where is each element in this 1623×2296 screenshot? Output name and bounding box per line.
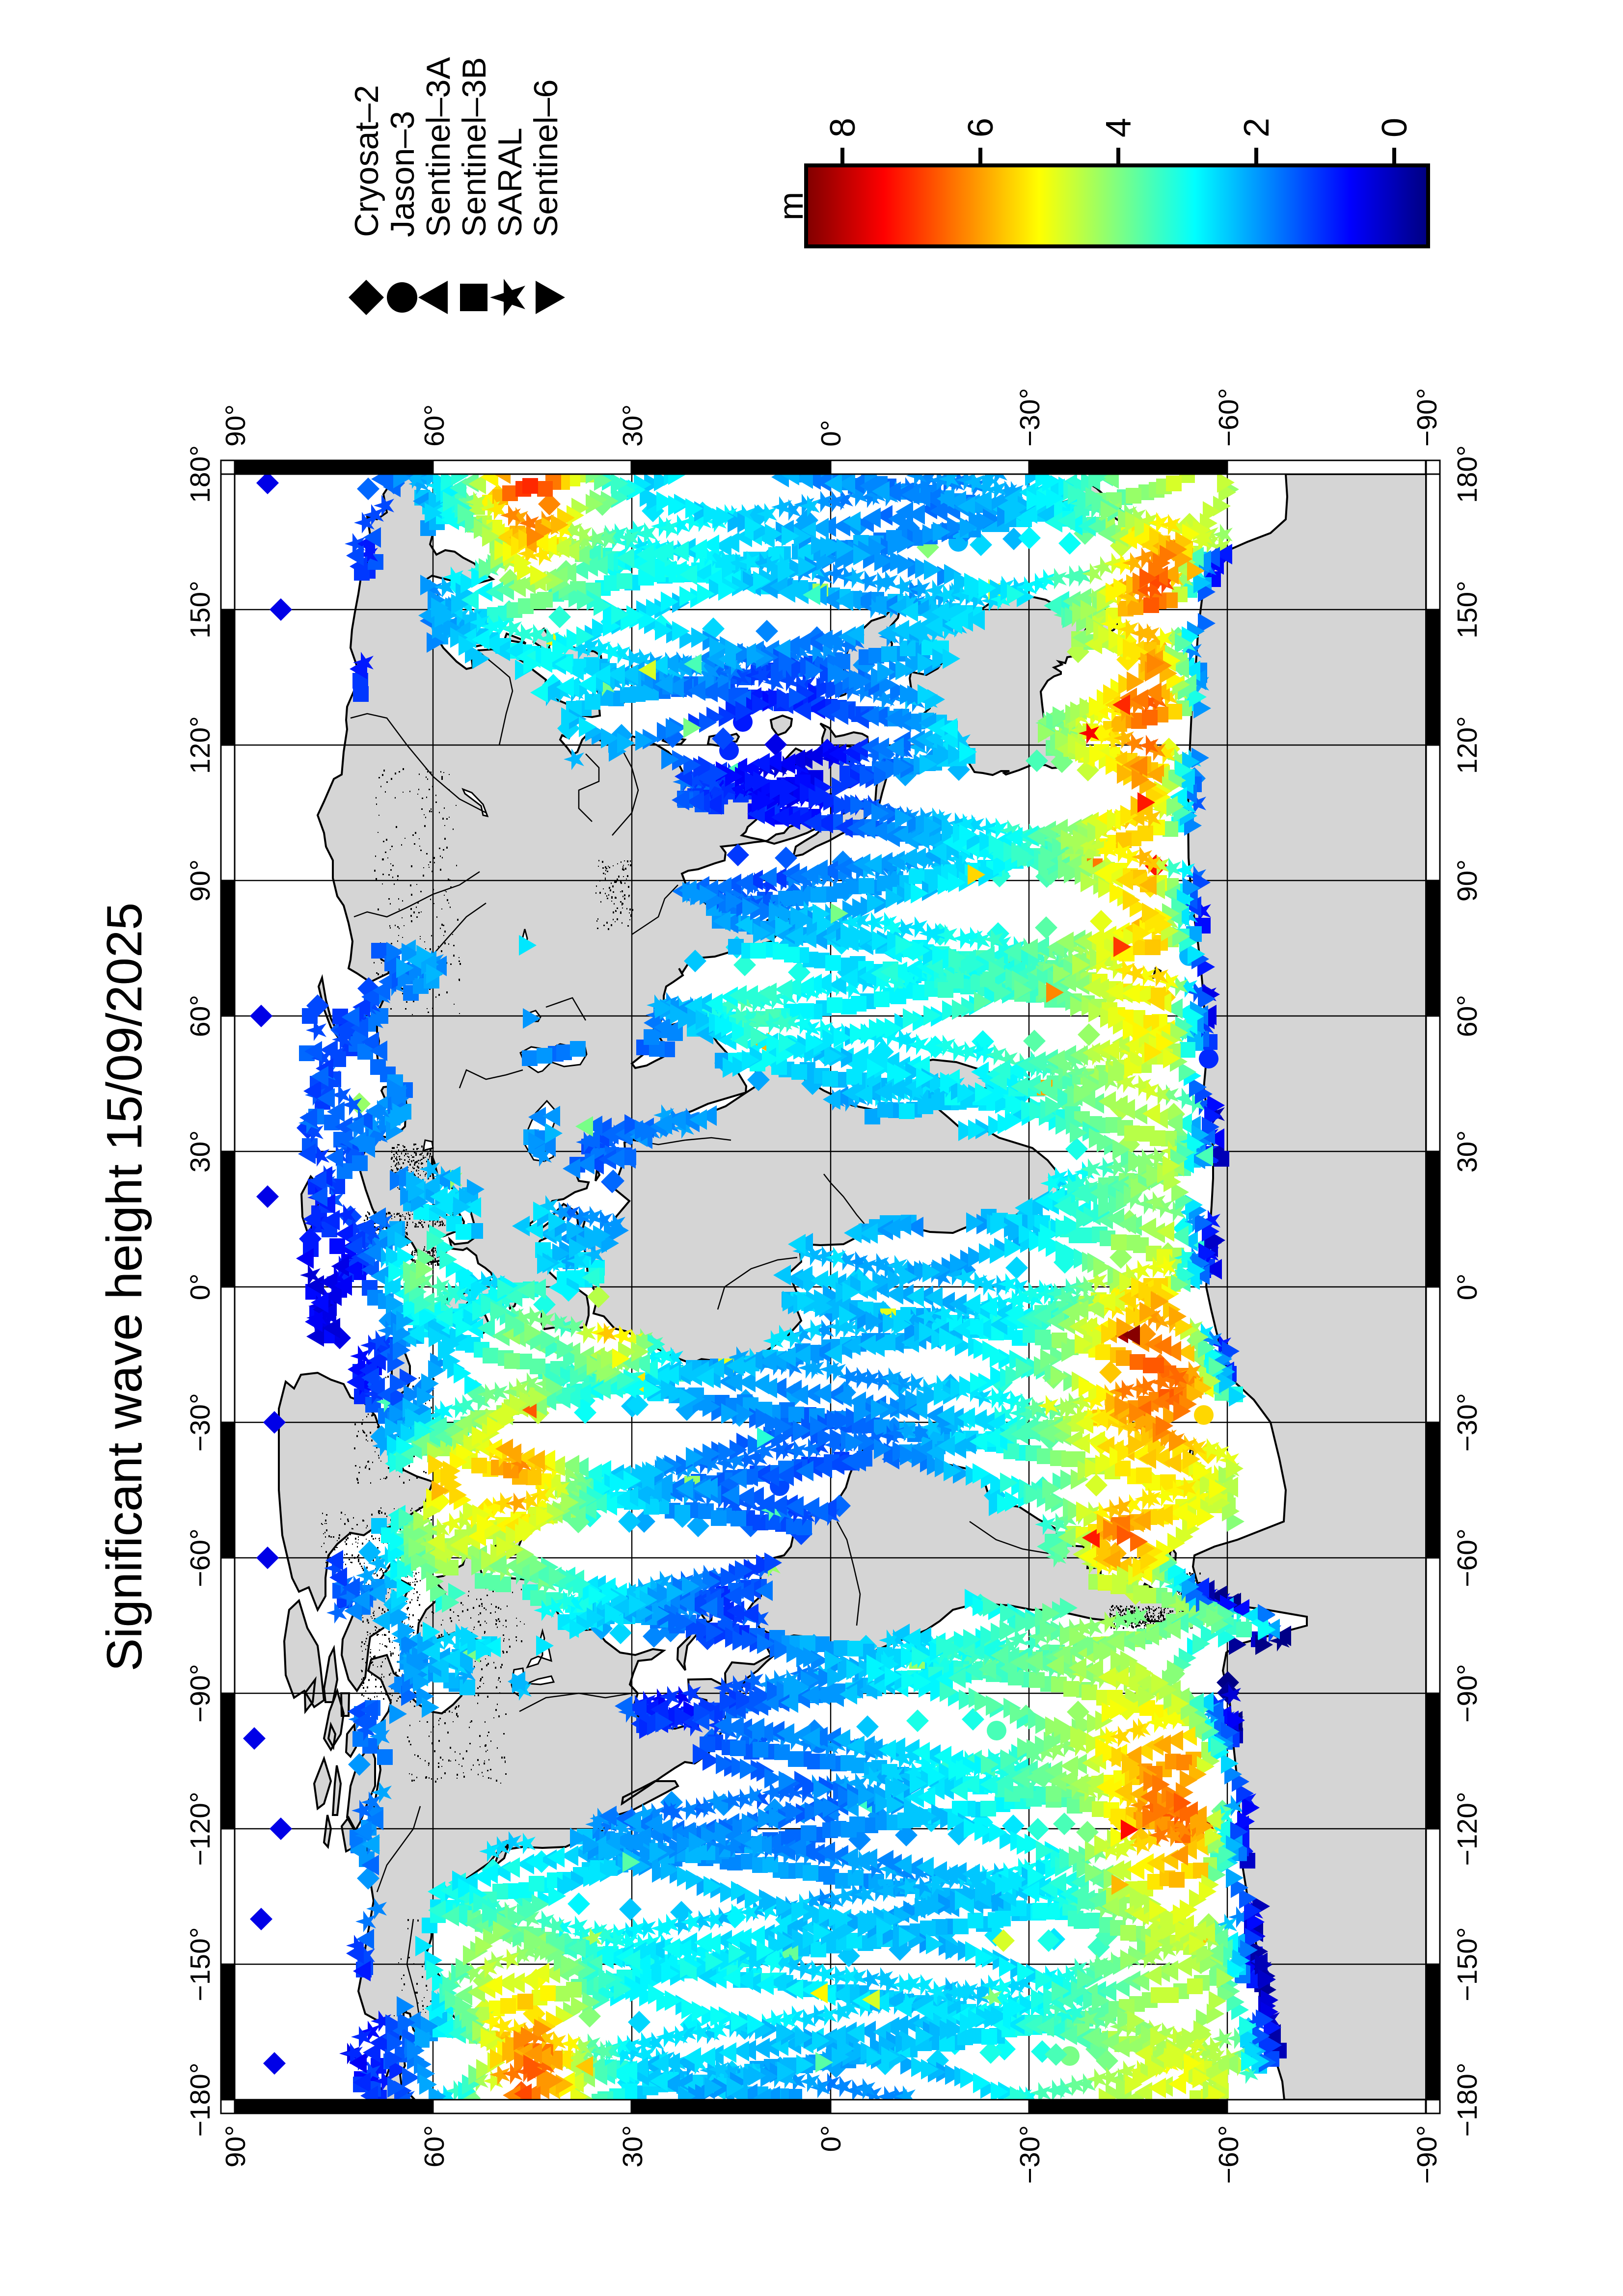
svg-text:4: 4	[1099, 118, 1138, 137]
svg-text:Jason–3: Jason–3	[384, 111, 421, 237]
svg-text:−60°: −60°	[1213, 2125, 1244, 2184]
svg-text:60°: 60°	[419, 2125, 450, 2167]
svg-text:Significant wave height 15/09/: Significant wave height 15/09/2025	[97, 903, 152, 1672]
svg-text:120°: 120°	[1452, 716, 1483, 774]
svg-text:90°: 90°	[220, 2125, 251, 2167]
svg-text:0: 0	[1375, 118, 1414, 137]
svg-text:−90°: −90°	[1452, 1664, 1483, 1722]
svg-text:30°: 30°	[185, 1130, 216, 1173]
svg-text:30°: 30°	[617, 2125, 649, 2167]
svg-text:−120°: −120°	[185, 1791, 216, 1866]
svg-text:Significant wave height 15/09/: Significant wave height 15/09/2025	[97, 903, 152, 1672]
svg-text:−30°: −30°	[185, 1393, 216, 1451]
svg-text:2: 2	[1237, 118, 1276, 137]
svg-text:6: 6	[961, 118, 1001, 137]
svg-text:60°: 60°	[419, 404, 450, 447]
svg-text:Sentinel–3A: Sentinel–3A	[420, 57, 457, 237]
svg-text:0°: 0°	[815, 2125, 847, 2152]
svg-text:0°: 0°	[1452, 1274, 1483, 1301]
svg-text:30°: 30°	[1452, 1130, 1483, 1173]
svg-text:150°: 150°	[1452, 581, 1483, 639]
svg-text:−90°: −90°	[1411, 2125, 1443, 2184]
svg-text:0°: 0°	[815, 420, 847, 447]
svg-text:−180°: −180°	[1452, 2062, 1483, 2136]
svg-text:0°: 0°	[185, 1274, 216, 1301]
svg-text:−60°: −60°	[1213, 388, 1244, 447]
svg-text:−30°: −30°	[1452, 1393, 1483, 1451]
svg-text:Cryosat–2: Cryosat–2	[348, 85, 385, 237]
svg-text:−90°: −90°	[1411, 388, 1443, 447]
svg-text:30°: 30°	[617, 404, 649, 447]
svg-text:120°: 120°	[185, 716, 216, 774]
svg-text:−150°: −150°	[185, 1927, 216, 2001]
svg-text:−150°: −150°	[1452, 1927, 1483, 2001]
svg-text:−180°: −180°	[185, 2062, 216, 2136]
svg-text:m: m	[772, 192, 810, 220]
svg-text:SARAL: SARAL	[491, 128, 529, 237]
svg-text:−60°: −60°	[1452, 1528, 1483, 1587]
svg-text:90°: 90°	[220, 404, 251, 447]
svg-text:8: 8	[823, 118, 863, 137]
svg-text:90°: 90°	[1452, 859, 1483, 902]
svg-text:180°: 180°	[1452, 445, 1483, 503]
svg-text:−120°: −120°	[1452, 1791, 1483, 1866]
svg-text:60°: 60°	[1452, 995, 1483, 1037]
svg-text:−30°: −30°	[1014, 2125, 1046, 2184]
svg-text:−30°: −30°	[1014, 388, 1046, 447]
svg-text:Sentinel–6: Sentinel–6	[527, 80, 565, 237]
svg-text:−90°: −90°	[185, 1664, 216, 1722]
svg-text:180°: 180°	[185, 445, 216, 503]
svg-text:60°: 60°	[185, 995, 216, 1037]
svg-text:150°: 150°	[185, 581, 216, 639]
svg-text:Sentinel–3B: Sentinel–3B	[456, 57, 493, 237]
svg-text:90°: 90°	[185, 859, 216, 902]
svg-text:−60°: −60°	[185, 1528, 216, 1587]
